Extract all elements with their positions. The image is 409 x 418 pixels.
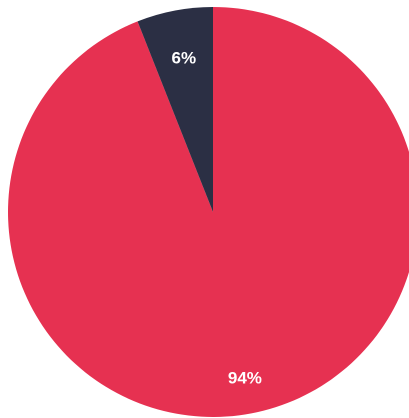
pie-slice-6 [137, 7, 213, 212]
pie-slice-94 [8, 7, 409, 417]
pie-slices [8, 7, 409, 417]
pie-labels: 94% 6% [172, 48, 262, 387]
pie-label-94: 94% [228, 369, 262, 388]
pie-label-6: 6% [172, 48, 197, 67]
